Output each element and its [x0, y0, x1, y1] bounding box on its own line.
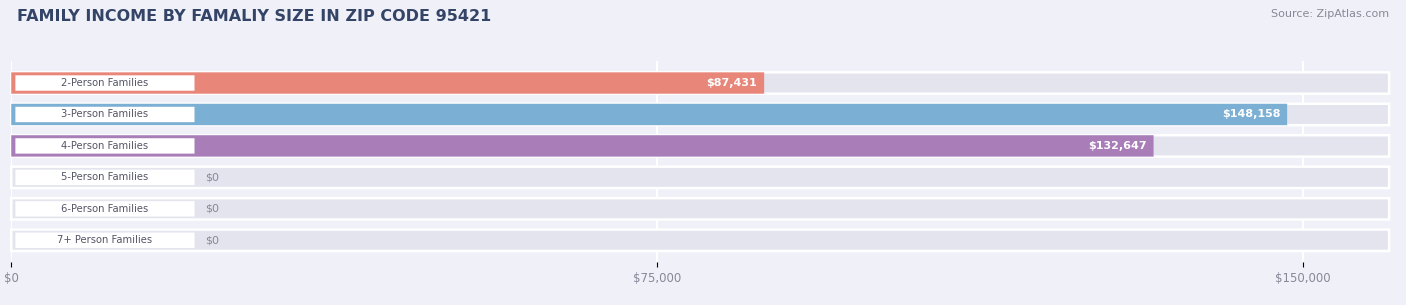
- Text: $87,431: $87,431: [707, 78, 758, 88]
- FancyBboxPatch shape: [11, 135, 1153, 157]
- Text: $132,647: $132,647: [1088, 141, 1147, 151]
- FancyBboxPatch shape: [11, 230, 1389, 251]
- FancyBboxPatch shape: [11, 104, 1389, 125]
- Text: 6-Person Families: 6-Person Families: [62, 204, 149, 214]
- Text: 7+ Person Families: 7+ Person Families: [58, 235, 152, 245]
- FancyBboxPatch shape: [15, 170, 194, 185]
- FancyBboxPatch shape: [15, 138, 194, 154]
- Text: Source: ZipAtlas.com: Source: ZipAtlas.com: [1271, 9, 1389, 19]
- FancyBboxPatch shape: [11, 198, 1389, 220]
- Text: 5-Person Families: 5-Person Families: [62, 172, 149, 182]
- Text: 2-Person Families: 2-Person Families: [62, 78, 149, 88]
- FancyBboxPatch shape: [15, 75, 194, 91]
- FancyBboxPatch shape: [11, 72, 1389, 94]
- Text: $0: $0: [205, 204, 219, 214]
- FancyBboxPatch shape: [11, 104, 1286, 125]
- FancyBboxPatch shape: [15, 107, 194, 122]
- FancyBboxPatch shape: [15, 201, 194, 217]
- Text: 3-Person Families: 3-Person Families: [62, 109, 149, 120]
- Text: FAMILY INCOME BY FAMALIY SIZE IN ZIP CODE 95421: FAMILY INCOME BY FAMALIY SIZE IN ZIP COD…: [17, 9, 491, 24]
- FancyBboxPatch shape: [11, 135, 1389, 157]
- Text: $148,158: $148,158: [1222, 109, 1281, 120]
- Text: 4-Person Families: 4-Person Families: [62, 141, 149, 151]
- FancyBboxPatch shape: [11, 167, 1389, 188]
- FancyBboxPatch shape: [11, 72, 765, 94]
- Text: $0: $0: [205, 172, 219, 182]
- FancyBboxPatch shape: [15, 233, 194, 248]
- Text: $0: $0: [205, 235, 219, 245]
